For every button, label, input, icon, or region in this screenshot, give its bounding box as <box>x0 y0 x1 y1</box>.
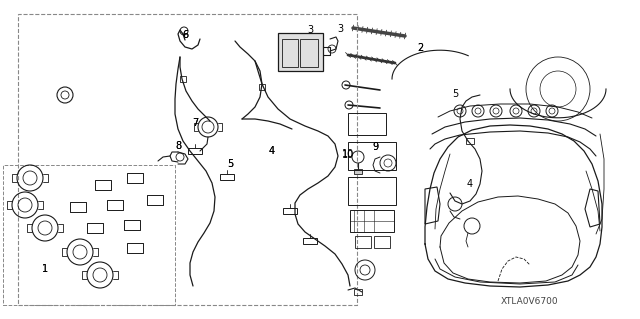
Bar <box>466 138 474 144</box>
Bar <box>300 39 318 67</box>
Text: 5: 5 <box>452 89 458 99</box>
Text: 1: 1 <box>42 264 48 274</box>
Text: 6: 6 <box>182 30 188 40</box>
Text: 7: 7 <box>192 118 198 128</box>
Bar <box>278 33 323 71</box>
Bar <box>220 174 234 180</box>
Bar <box>303 238 317 244</box>
Text: 9: 9 <box>372 142 378 152</box>
Text: 4: 4 <box>269 146 275 156</box>
Bar <box>355 236 371 248</box>
Text: 2: 2 <box>417 43 423 53</box>
Text: 2: 2 <box>417 43 423 53</box>
Text: 5: 5 <box>227 159 233 169</box>
Text: 3: 3 <box>337 24 343 34</box>
Bar <box>374 236 390 248</box>
Bar <box>283 208 297 214</box>
Text: 9: 9 <box>372 142 378 152</box>
Text: 3: 3 <box>307 25 313 35</box>
Text: XTLA0V6700: XTLA0V6700 <box>501 296 559 306</box>
Text: 4: 4 <box>467 179 473 189</box>
Bar <box>188 148 202 154</box>
Text: 7: 7 <box>192 118 198 128</box>
Bar <box>3 165 175 305</box>
Bar <box>180 76 186 82</box>
Bar <box>354 289 362 295</box>
Text: 8: 8 <box>175 141 181 151</box>
Bar <box>282 39 298 67</box>
Bar <box>18 14 357 305</box>
Bar <box>259 84 265 90</box>
Text: 6: 6 <box>182 30 188 40</box>
Bar <box>350 210 394 232</box>
Text: 10: 10 <box>342 150 354 160</box>
Bar <box>354 169 362 174</box>
Text: 8: 8 <box>175 141 181 151</box>
Text: 5: 5 <box>227 159 233 169</box>
Text: 1: 1 <box>42 264 48 274</box>
Bar <box>348 113 386 135</box>
Text: 10: 10 <box>342 149 354 159</box>
Bar <box>348 177 396 205</box>
Bar <box>348 142 396 170</box>
Text: 4: 4 <box>269 146 275 156</box>
